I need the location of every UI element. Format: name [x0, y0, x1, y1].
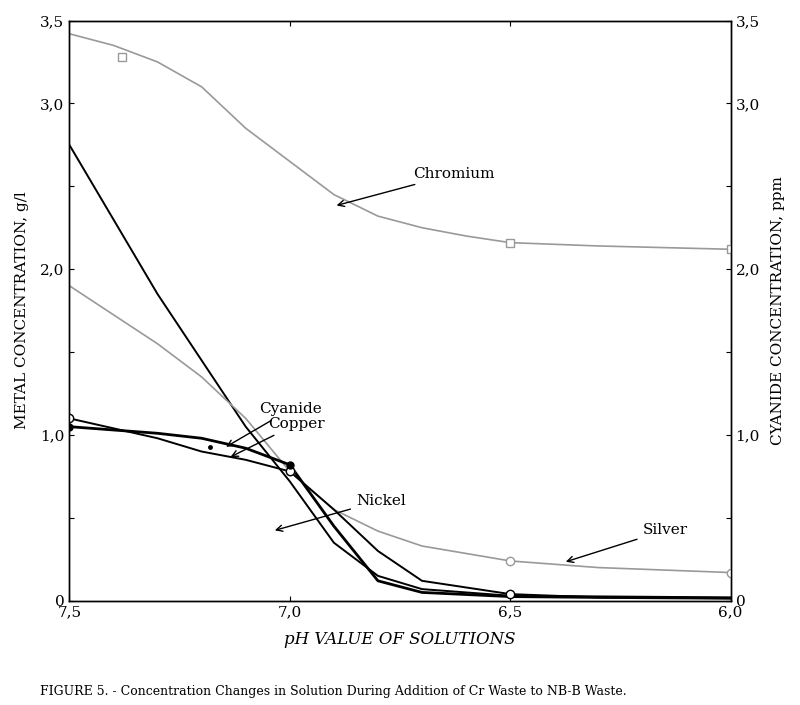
Text: FIGURE 5. - Concentration Changes in Solution During Addition of Cr Waste to NB-: FIGURE 5. - Concentration Changes in Sol…	[40, 685, 626, 698]
Text: Nickel: Nickel	[276, 493, 406, 532]
Y-axis label: CYANIDE CONCENTRATION, ppm: CYANIDE CONCENTRATION, ppm	[771, 176, 785, 445]
X-axis label: pH VALUE OF SOLUTIONS: pH VALUE OF SOLUTIONS	[284, 631, 516, 648]
Text: Chromium: Chromium	[338, 167, 494, 207]
Text: Cyanide: Cyanide	[227, 403, 322, 446]
Text: Silver: Silver	[567, 523, 688, 563]
Text: Copper: Copper	[232, 417, 324, 456]
Y-axis label: METAL CONCENTRATION, g/l: METAL CONCENTRATION, g/l	[15, 192, 29, 429]
